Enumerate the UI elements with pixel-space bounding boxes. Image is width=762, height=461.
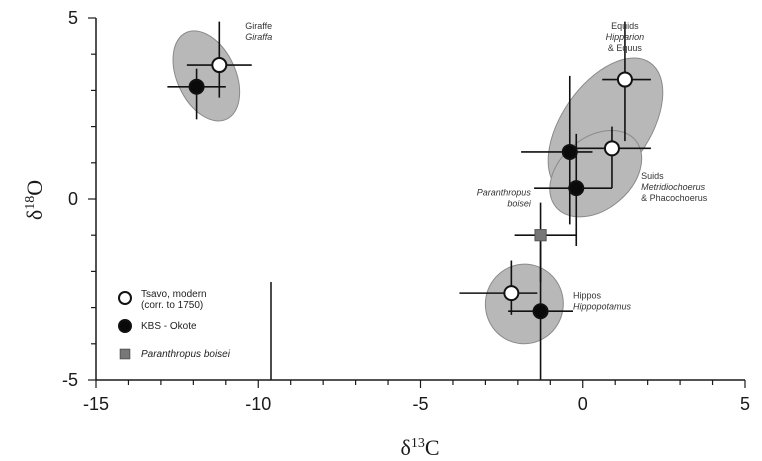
annotation-label-2: Suids Metridiochoerus & Phacochoerus [641,171,708,203]
data-point-3-0 [503,285,520,302]
y-tick-label: -5 [62,370,78,390]
annotation-layer: Giraffe Giraffa Equids Hipparion & Equus Suid… [245,21,707,312]
x-tick-label: -5 [412,394,428,414]
data-point-1-1 [561,143,578,160]
y-axis-label: δ18O [22,180,47,220]
axes: -15 -10 -5 0 5 5 0 -5 δ13C δ18O [22,8,750,460]
range-ellipse-3 [484,263,564,345]
data-point-2-1 [568,180,585,197]
legend-label-1: KBS - Okote [141,321,197,332]
data-point-0-0 [211,57,228,74]
y-tick-label: 0 [68,189,78,209]
x-tick-label: -10 [245,394,271,414]
legend-marker-0 [118,291,132,305]
legend-marker-2 [119,348,131,360]
ellipse-layer [172,30,664,345]
annotation-label-3: Paranthropus boisei [477,187,532,208]
point-layer [188,57,633,320]
x-tick-label: -15 [83,394,109,414]
legend-label-2: Paranthropus boisei [141,349,231,360]
data-point-1-0 [616,71,633,88]
data-point-4-0 [534,229,547,242]
legend-marker-1 [118,319,132,333]
annotation-label-4: Hippos Hippopotamus [573,291,632,312]
data-point-2-0 [603,140,620,157]
x-tick-label: 5 [740,394,750,414]
data-point-3-1 [532,303,549,320]
legend: Tsavo, modern (corr. to 1750) KBS - Okote P… [118,282,272,380]
data-point-0-1 [188,78,205,95]
range-ellipse-0 [172,30,241,122]
annotation-label-0: Giraffe Giraffa [245,21,272,42]
x-tick-label: 0 [578,394,588,414]
x-axis-label: δ13C [400,435,439,460]
y-tick-label: 5 [68,8,78,28]
annotation-label-1: Equids Hipparion & Equus [606,21,645,53]
legend-label-0: Tsavo, modern (corr. to 1750) [141,289,207,311]
